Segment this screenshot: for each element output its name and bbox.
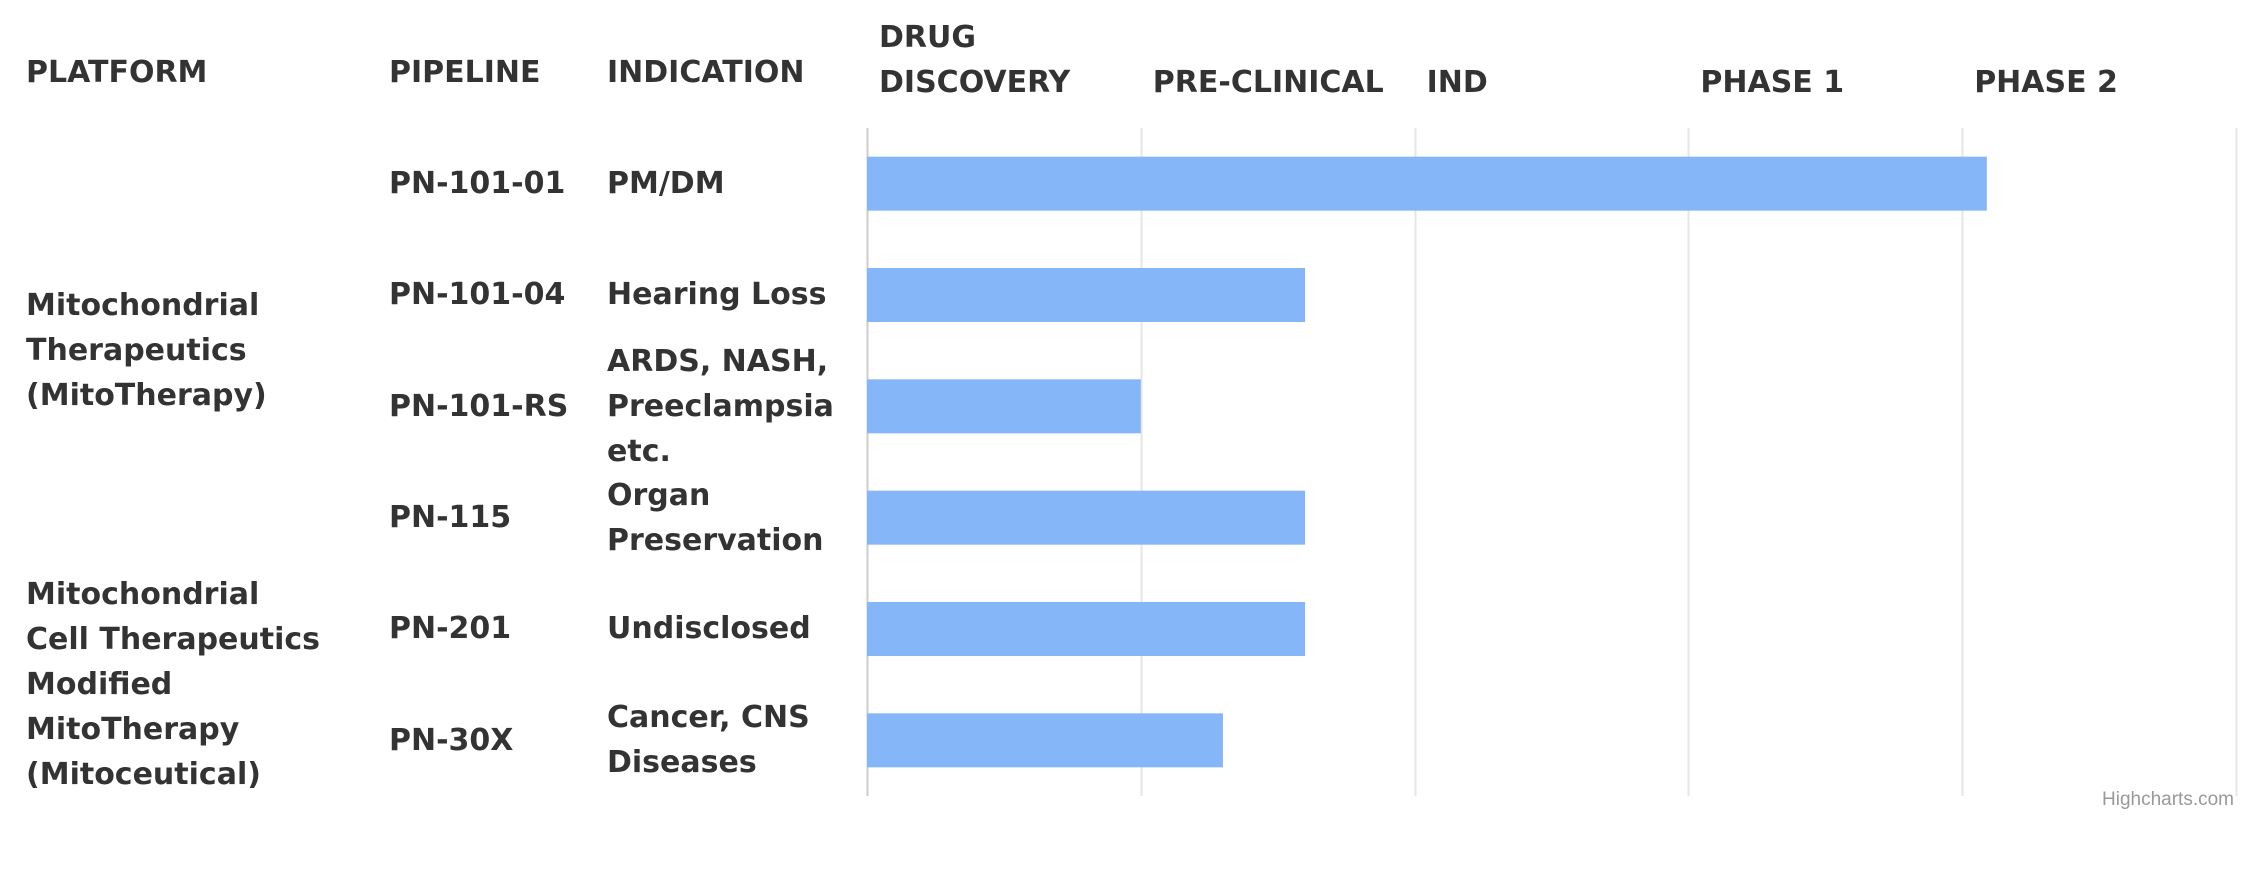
progress-bar	[867, 490, 1306, 545]
pipeline-label: PN-101-04	[389, 277, 566, 313]
indication-label: Organ Preservation	[607, 477, 824, 558]
indication-label: Hearing Loss	[607, 277, 827, 313]
stage-label: PRE-CLINICAL	[1152, 65, 1384, 100]
header-pipeline: PIPELINE	[389, 55, 541, 90]
stage-label: IND	[1426, 65, 1488, 100]
stage-label: DRUG DISCOVERY	[879, 20, 1071, 100]
pipeline-label: PN-101-RS	[389, 388, 569, 424]
stage-label: PHASE 1	[1700, 65, 1845, 100]
pipeline-label: PN-201	[389, 611, 512, 647]
pipeline-label: PN-115	[389, 500, 512, 536]
progress-bar	[867, 602, 1306, 656]
header-indication: INDICATION	[607, 55, 805, 90]
pipeline-label: PN-30X	[389, 722, 514, 758]
indication-label: Undisclosed	[607, 611, 811, 647]
indication-label: PM/DM	[607, 166, 725, 202]
stage-label: PHASE 2	[1974, 65, 2118, 100]
indication-label: ARDS, NASH, Preeclampsia etc.	[607, 343, 834, 469]
header-platform: PLATFORM	[26, 55, 208, 90]
progress-bar	[867, 268, 1306, 322]
progress-bar	[867, 713, 1223, 768]
progress-bar	[867, 379, 1141, 434]
platform-label: Mitochondrial Cell Therapeutics Modified…	[26, 577, 321, 793]
progress-bar	[867, 156, 1987, 211]
credits-link[interactable]: Highcharts.com	[2102, 789, 2234, 810]
stage-gridlines	[866, 128, 2238, 796]
pipeline-label: PN-101-01	[389, 166, 566, 202]
indication-label: Cancer, CNS Diseases	[607, 700, 810, 781]
progress-bars	[867, 156, 1987, 768]
platform-label: Mitochondrial Therapeutics (MitoTherapy)	[26, 288, 267, 414]
